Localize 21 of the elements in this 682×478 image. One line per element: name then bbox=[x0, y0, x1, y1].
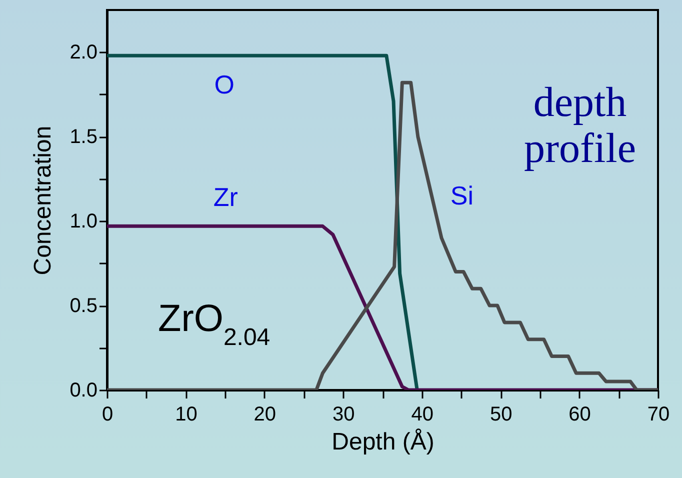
annotation: depth profile bbox=[523, 80, 637, 172]
x-tick-label: 70 bbox=[647, 404, 670, 426]
x-tick-label: 10 bbox=[175, 404, 198, 426]
x-axis-title: Depth (Å) bbox=[332, 428, 434, 456]
x-tick-label: 20 bbox=[254, 404, 276, 426]
line-series bbox=[107, 54, 419, 390]
annotation: ZrO$_{2.04}$ bbox=[158, 298, 270, 352]
x-tick-label: 30 bbox=[332, 404, 355, 426]
y-tick-label: 2.0 bbox=[70, 42, 98, 64]
series-label: Si bbox=[450, 180, 474, 211]
y-tick-label: 0.0 bbox=[70, 380, 98, 402]
y-tick-label: 1.0 bbox=[70, 210, 98, 233]
series-label: Zr bbox=[213, 182, 238, 212]
x-tick-label: 40 bbox=[411, 404, 434, 426]
x-tick-label: 0 bbox=[102, 404, 114, 426]
x-tick-label: 60 bbox=[568, 404, 591, 426]
y-tick-label: 0.5 bbox=[70, 295, 98, 318]
series-label: O bbox=[214, 70, 234, 100]
y-tick-label: 1.5 bbox=[70, 126, 98, 148]
y-axis-title: Concentration bbox=[30, 126, 57, 276]
x-tick-label: 50 bbox=[490, 404, 512, 426]
